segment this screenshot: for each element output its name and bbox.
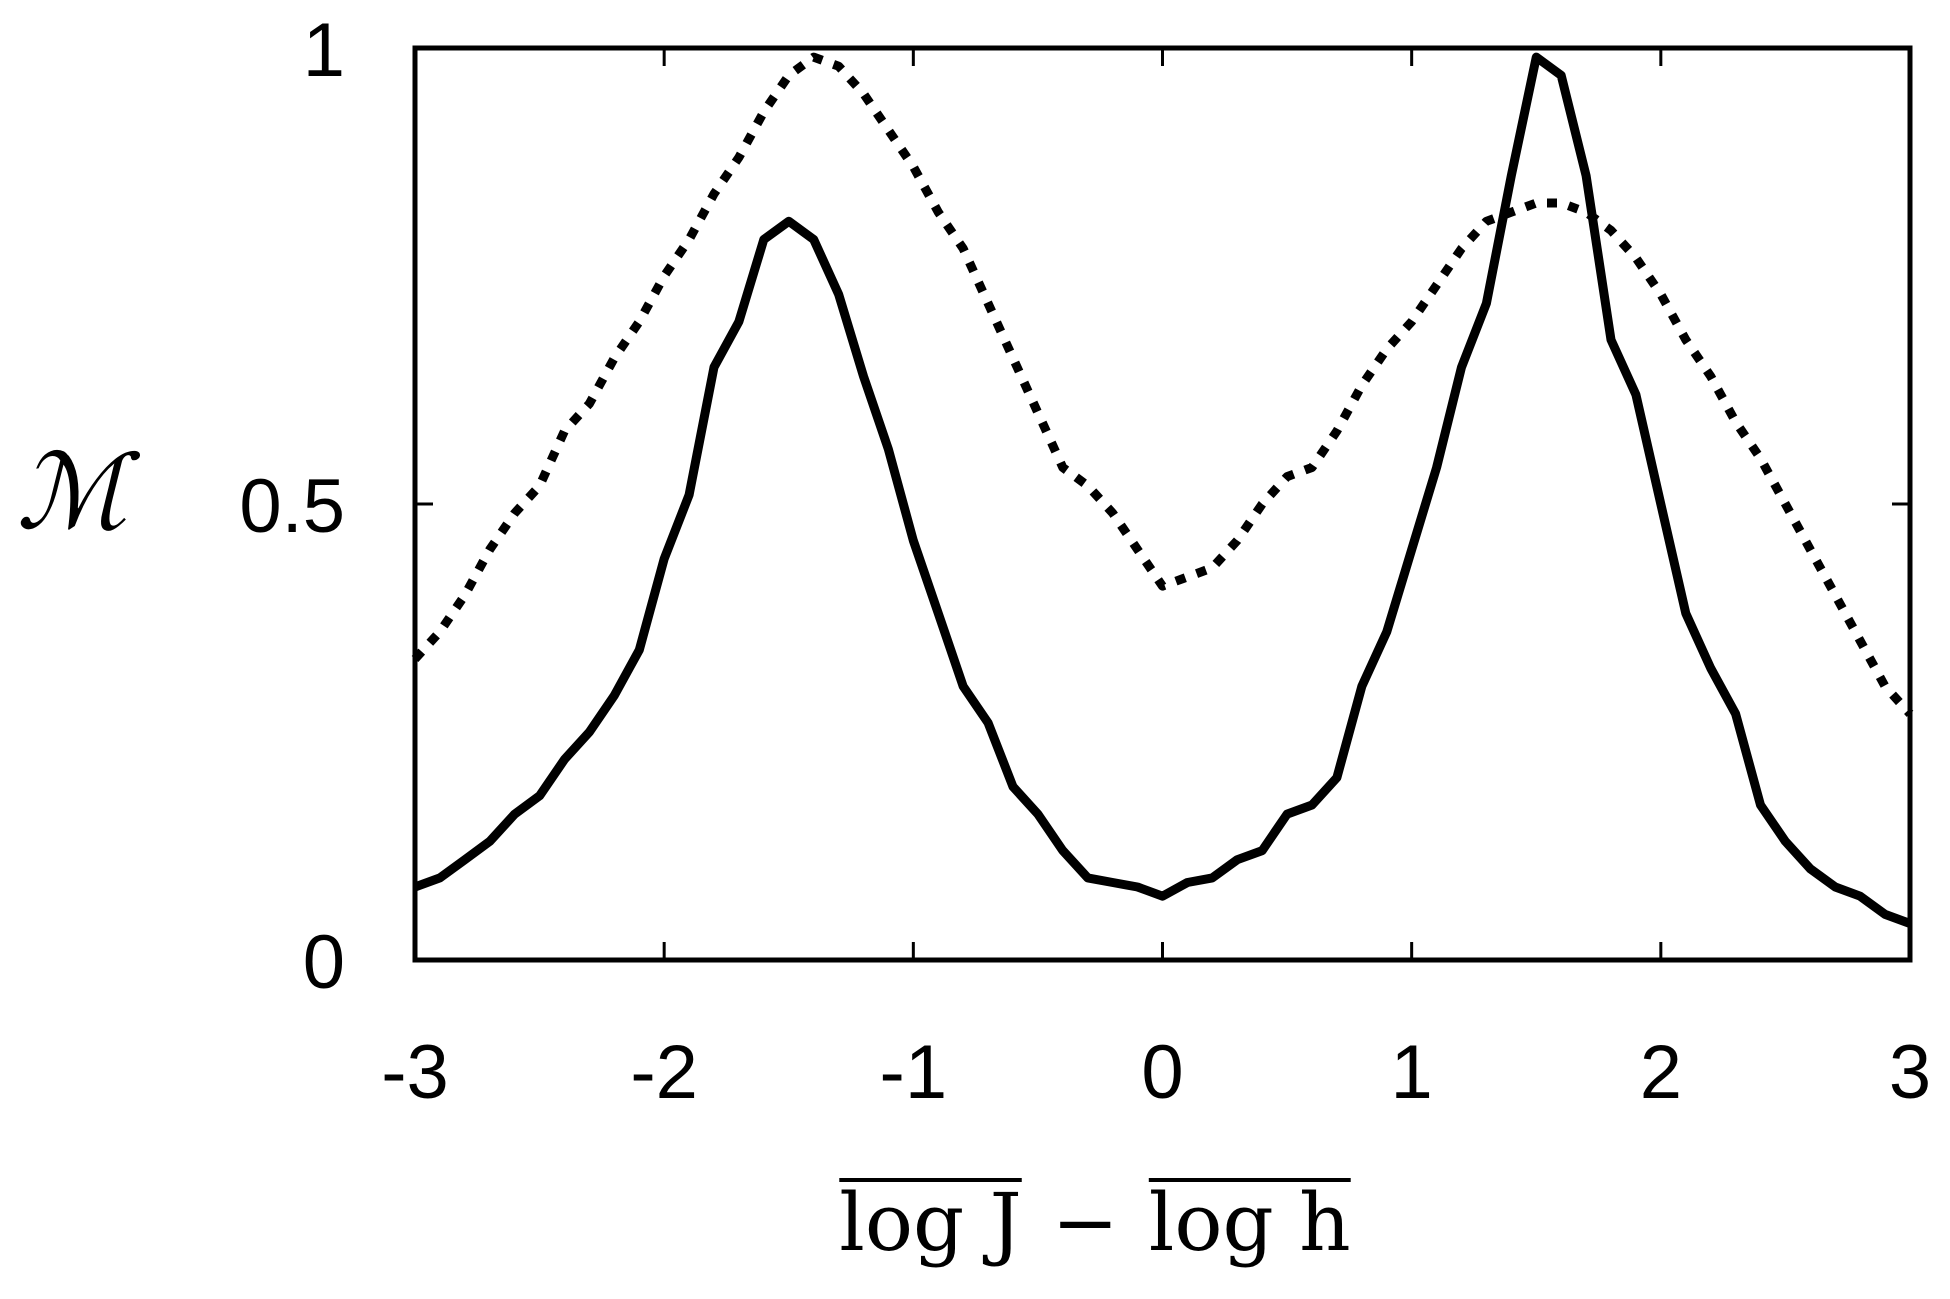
series-layer bbox=[411, 52, 1914, 928]
tick-labels: -3 -2 -1 0 1 2 3 0 0.5 1 bbox=[239, 8, 1931, 1115]
series-line-dotted bbox=[411, 52, 1914, 717]
x-tick-label: -1 bbox=[880, 1030, 948, 1115]
x-axis-label: log J − log h bbox=[839, 1176, 1351, 1269]
y-tick-label: 0.5 bbox=[239, 464, 345, 549]
x-axis-label-operator: − bbox=[1052, 1176, 1119, 1269]
y-axis-label: ℳ bbox=[16, 431, 141, 553]
plot-frame bbox=[412, 45, 1913, 963]
svg-text:log J−log h: log J − log h bbox=[839, 1176, 1350, 1269]
x-tick-label: 1 bbox=[1391, 1030, 1433, 1115]
axis-ticks bbox=[415, 48, 1910, 960]
x-tick-label: -3 bbox=[381, 1030, 449, 1115]
x-tick-label: 0 bbox=[1141, 1030, 1183, 1115]
y-tick-label: 1 bbox=[303, 8, 345, 93]
y-tick-label: 0 bbox=[303, 920, 345, 1005]
x-axis-label-part-1: log J bbox=[839, 1176, 1021, 1269]
x-tick-label: -2 bbox=[630, 1030, 698, 1115]
x-tick-label: 2 bbox=[1640, 1030, 1682, 1115]
x-tick-label: 3 bbox=[1889, 1030, 1931, 1115]
x-axis-label-part-3: log h bbox=[1149, 1176, 1351, 1269]
series-line-solid bbox=[413, 52, 1912, 928]
